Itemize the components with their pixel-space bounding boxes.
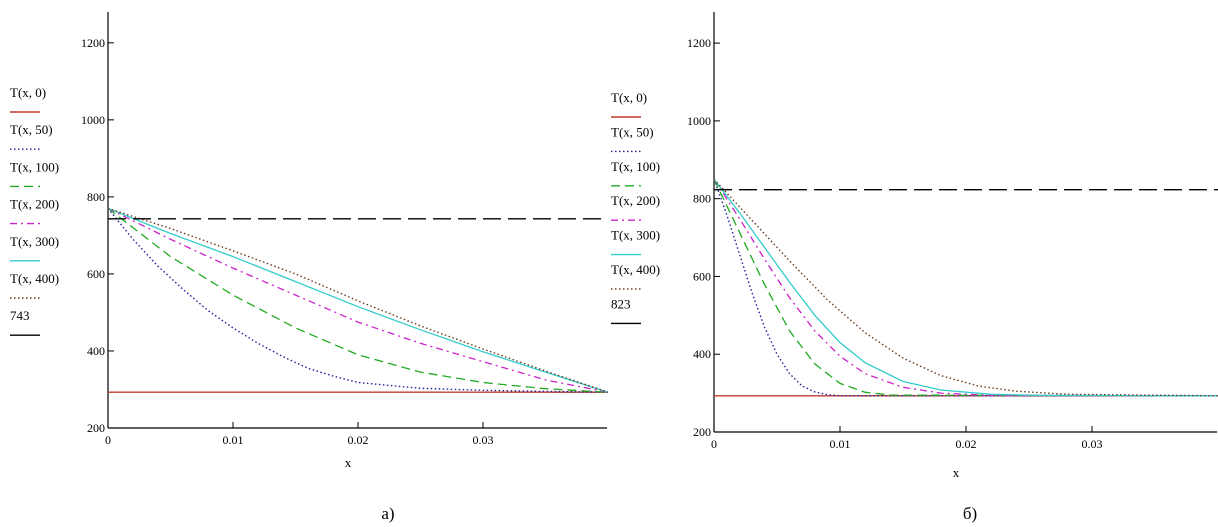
y-tick-label: 200 [693, 425, 711, 439]
x-tick-label: 0.02 [348, 433, 369, 447]
legend-label-6: T(x, 400) [10, 271, 59, 286]
series-line-2 [107, 207, 609, 393]
series-line-5 [713, 178, 1218, 397]
legend-label-5: T(x, 300) [10, 234, 59, 249]
y-tick-label: 800 [87, 190, 105, 204]
y-tick-label: 800 [693, 192, 711, 206]
panel-label: а) [381, 504, 394, 523]
y-tick-label: 200 [87, 421, 105, 435]
y-tick-label: 600 [693, 269, 711, 283]
chart-panel-1: 200 400 600 800 1000 1200 0 0.01 0.02 0.03 T(x, 0)… [10, 12, 609, 523]
x-axis-label: x [345, 455, 352, 470]
panel-label: б) [963, 504, 977, 523]
series-line-3 [713, 178, 1218, 397]
x-tick-label: 0.03 [473, 433, 494, 447]
legend-label-1: T(x, 0) [10, 85, 46, 100]
chart-panel-2: 200 400 600 800 1000 1200 0 0.01 0.02 0.03 T(x, 0)… [611, 12, 1218, 523]
y-tick-label: 400 [693, 347, 711, 361]
legend-label-2: T(x, 50) [611, 124, 654, 139]
x-tick-label: 0.03 [1082, 437, 1103, 451]
x-tick-label: 0.01 [223, 433, 244, 447]
y-tick-label: 400 [87, 344, 105, 358]
y-tick-label: 1200 [81, 36, 105, 50]
series-line-4 [713, 178, 1218, 397]
x-axis-label: x [953, 465, 960, 480]
legend-label-4: T(x, 200) [611, 193, 660, 208]
series-line-6 [713, 178, 1218, 397]
series-line-3 [107, 207, 609, 393]
y-tick-label: 1000 [687, 114, 711, 128]
legend-label-5: T(x, 300) [611, 228, 660, 243]
x-tick-label: 0 [105, 433, 111, 447]
series-line-6 [107, 207, 609, 393]
series-line-5 [107, 207, 609, 393]
series-line-4 [107, 207, 609, 393]
legend-label-2: T(x, 50) [10, 122, 53, 137]
y-tick-label: 1000 [81, 113, 105, 127]
legend-label-1: T(x, 0) [611, 90, 647, 105]
x-tick-label: 0.02 [956, 437, 977, 451]
y-tick-label: 600 [87, 267, 105, 281]
series-line-2 [713, 178, 1218, 397]
legend-label-7: 743 [10, 308, 30, 323]
legend-label-7: 823 [611, 296, 631, 311]
legend-label-3: T(x, 100) [611, 159, 660, 174]
legend-label-3: T(x, 100) [10, 159, 59, 174]
y-tick-label: 1200 [687, 36, 711, 50]
x-tick-label: 0.01 [830, 437, 851, 451]
x-tick-label: 0 [711, 437, 717, 451]
legend-label-4: T(x, 200) [10, 197, 59, 212]
legend-label-6: T(x, 400) [611, 262, 660, 277]
